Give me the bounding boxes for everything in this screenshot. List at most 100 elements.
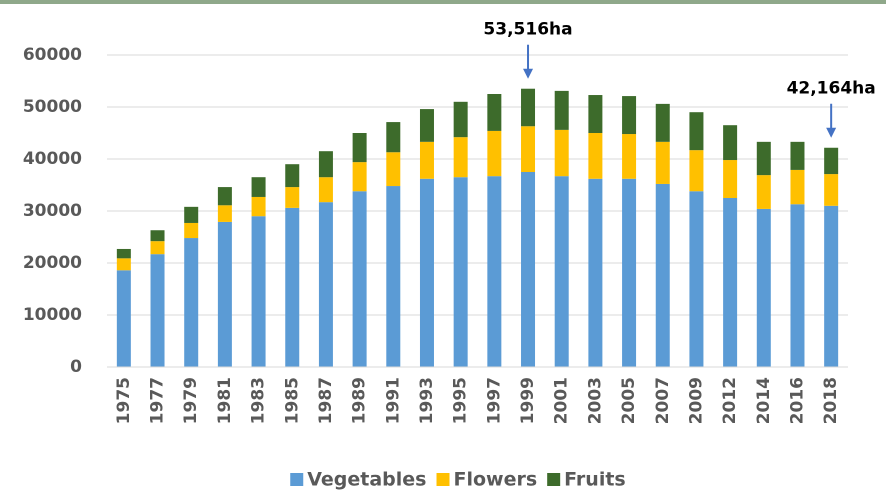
bar-segment: [554, 176, 569, 367]
bar-segment: [318, 151, 333, 178]
bar-segment: [723, 198, 738, 367]
bar-segment: [386, 186, 401, 367]
legend-label: Vegetables: [307, 469, 426, 491]
bar-segment: [116, 270, 131, 367]
bar-segment: [588, 95, 603, 133]
legend-swatch: [436, 473, 450, 486]
bar-segment: [352, 162, 367, 192]
bar-segment: [184, 238, 199, 367]
y-tick-label: 0: [70, 357, 82, 377]
bar-segment: [285, 164, 300, 188]
y-tick-label: 40000: [23, 149, 82, 169]
bar-segment: [487, 130, 502, 177]
x-tick-label: 2018: [821, 377, 841, 424]
annotation: 42,164ha: [787, 79, 876, 99]
bar-segment: [251, 216, 266, 367]
x-tick-label: 2005: [619, 377, 639, 424]
x-tick-label: 1999: [518, 377, 538, 424]
bar-segment: [689, 150, 704, 192]
bar-segment: [116, 258, 131, 271]
bar-segment: [419, 141, 434, 179]
bar-segment: [756, 141, 771, 176]
bar-segment: [150, 254, 165, 367]
bar-segment: [622, 178, 637, 367]
bar-segment: [790, 141, 805, 170]
arrow-head: [523, 68, 534, 79]
x-tick-label: 2016: [787, 377, 807, 424]
x-tick-label: 2009: [686, 377, 706, 424]
x-tick-label: 1977: [148, 377, 168, 424]
bar-segment: [251, 196, 266, 217]
bar-segment: [352, 191, 367, 367]
y-tick-label: 20000: [23, 253, 82, 273]
bar-segment: [824, 174, 839, 206]
bar-segment: [217, 205, 232, 222]
bar-segment: [554, 90, 569, 130]
bar-segment: [453, 137, 468, 178]
bar-segment: [285, 207, 300, 367]
bar-segment: [116, 248, 131, 259]
bar-segment: [655, 183, 670, 367]
arrow-head: [826, 127, 837, 138]
x-tick-label: 1979: [181, 377, 201, 424]
bar-segment: [723, 160, 738, 198]
bar-segment: [521, 172, 536, 367]
bar-segment: [453, 101, 468, 138]
x-tick-label: 1983: [249, 377, 269, 424]
bar-segment: [453, 177, 468, 367]
y-tick-label: 30000: [23, 201, 82, 221]
annotation: 53,516ha: [483, 20, 572, 40]
bar-segment: [251, 177, 266, 197]
bar-segment: [150, 230, 165, 242]
y-tick-label: 50000: [23, 97, 82, 117]
bar-segment: [150, 241, 165, 255]
bar-segment: [521, 126, 536, 172]
bar-segment: [790, 169, 805, 205]
legend-swatch: [290, 473, 304, 486]
bar-segment: [184, 206, 199, 223]
bar-segment: [487, 176, 502, 367]
x-tick-label: 1987: [316, 377, 336, 424]
bar-segment: [756, 208, 771, 367]
bar-segment: [419, 109, 434, 142]
bar-segment: [689, 112, 704, 151]
x-tick-label: 2012: [720, 377, 740, 424]
bar-segment: [790, 204, 805, 367]
x-tick-label: 1981: [215, 377, 235, 424]
bar-segment: [824, 205, 839, 367]
x-tick-label: 1975: [114, 377, 134, 424]
legend-label: Flowers: [454, 469, 538, 491]
bar-segment: [622, 96, 637, 135]
bar-segment: [723, 125, 738, 161]
legend-label: Fruits: [564, 469, 626, 491]
bar-segment: [487, 94, 502, 131]
bar-segment: [655, 141, 670, 184]
bar-segment: [217, 221, 232, 367]
bar-segment: [622, 134, 637, 179]
bar-segment: [217, 187, 232, 206]
bar-segment: [285, 187, 300, 208]
x-tick-label: 1993: [417, 377, 437, 424]
bar-segment: [318, 202, 333, 367]
x-tick-label: 1985: [282, 377, 302, 424]
bar-segment: [554, 129, 569, 177]
x-tick-label: 2003: [585, 377, 605, 424]
bar-segment: [756, 175, 771, 209]
bar-segment: [689, 191, 704, 367]
y-tick-label: 10000: [23, 305, 82, 325]
bar-segment: [588, 133, 603, 179]
bar-segment: [824, 147, 839, 175]
y-tick-label: 60000: [23, 45, 82, 65]
x-tick-label: 1997: [484, 377, 504, 424]
x-tick-label: 1991: [383, 377, 403, 424]
bar-segment: [419, 178, 434, 367]
bar-segment: [655, 103, 670, 142]
top-border: [0, 0, 886, 4]
x-tick-label: 1995: [451, 377, 471, 424]
bar-segment: [318, 177, 333, 203]
bar-segment: [184, 222, 199, 239]
bar-segment: [352, 133, 367, 163]
bar-segment: [521, 88, 536, 127]
x-tick-label: 2007: [653, 377, 673, 424]
